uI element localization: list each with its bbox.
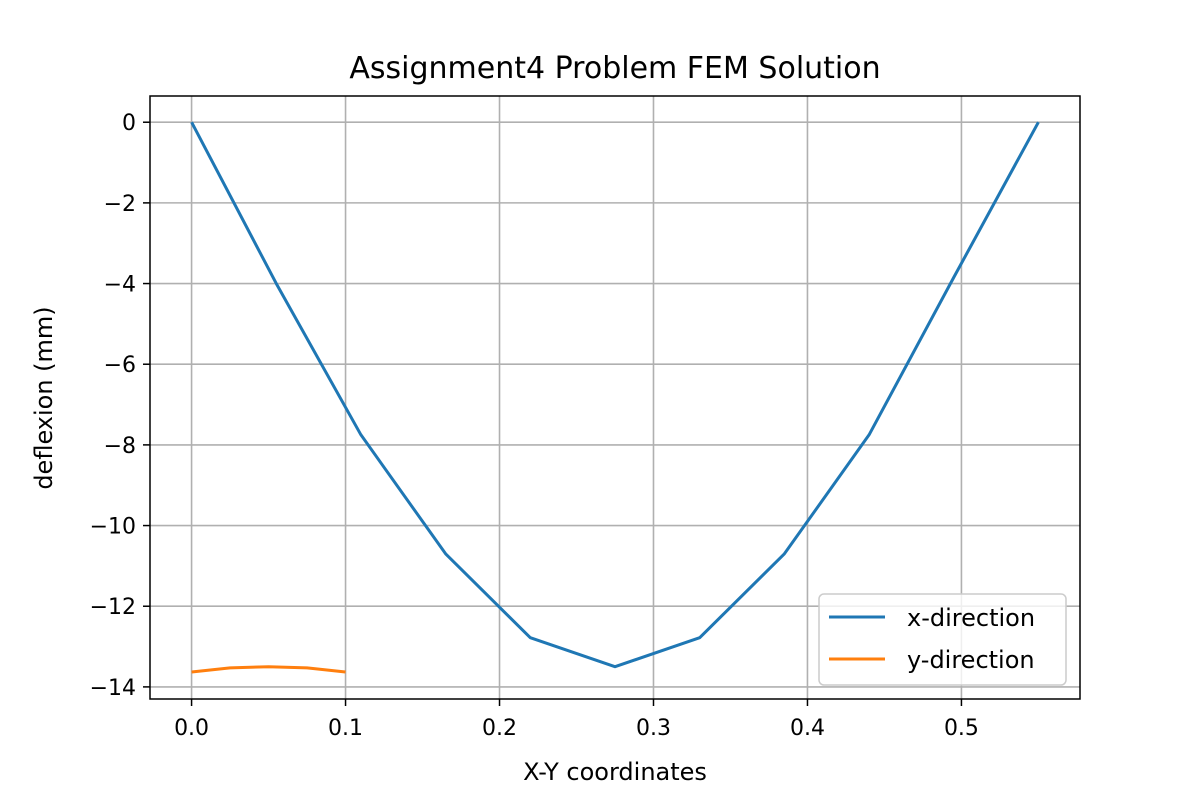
x-tick-label: 0.2 xyxy=(482,716,517,741)
x-axis-label: X-Y coordinates xyxy=(523,758,707,786)
plot-frame xyxy=(149,95,1081,700)
y-tick-label: −14 xyxy=(90,676,136,701)
y-tick-label: −4 xyxy=(104,273,136,298)
grid-lines xyxy=(150,96,1080,699)
x-tick-label: 0.5 xyxy=(944,716,979,741)
series-line-y-direction xyxy=(191,665,346,674)
x-tick-label: 0.3 xyxy=(636,716,671,741)
legend-label-x-direction: x-direction xyxy=(907,604,1035,632)
axis-ticks: 0.0 0.1 0.2 0.3 0.4 0.5 0 −2 −4 −6 −8 −10 −12 −14 xyxy=(90,111,979,741)
x-tick-label: 0.1 xyxy=(328,716,363,741)
y-tick-label: −6 xyxy=(104,353,136,378)
x-tick-label: 0.0 xyxy=(174,716,209,741)
series-line-x-direction xyxy=(190,121,1040,669)
chart-title: Assignment4 Problem FEM Solution xyxy=(349,51,880,86)
y-tick-label: −8 xyxy=(104,434,136,459)
y-tick-label: −2 xyxy=(104,192,136,217)
series-lines xyxy=(190,121,1040,674)
legend-label-y-direction: y-direction xyxy=(907,646,1035,674)
y-tick-label: 0 xyxy=(122,111,136,136)
legend: x-direction y-direction xyxy=(818,593,1067,686)
y-axis-label: deflexion (mm) xyxy=(30,306,58,489)
y-tick-label: −12 xyxy=(90,595,136,620)
x-tick-label: 0.4 xyxy=(790,716,825,741)
y-tick-label: −10 xyxy=(90,515,136,540)
